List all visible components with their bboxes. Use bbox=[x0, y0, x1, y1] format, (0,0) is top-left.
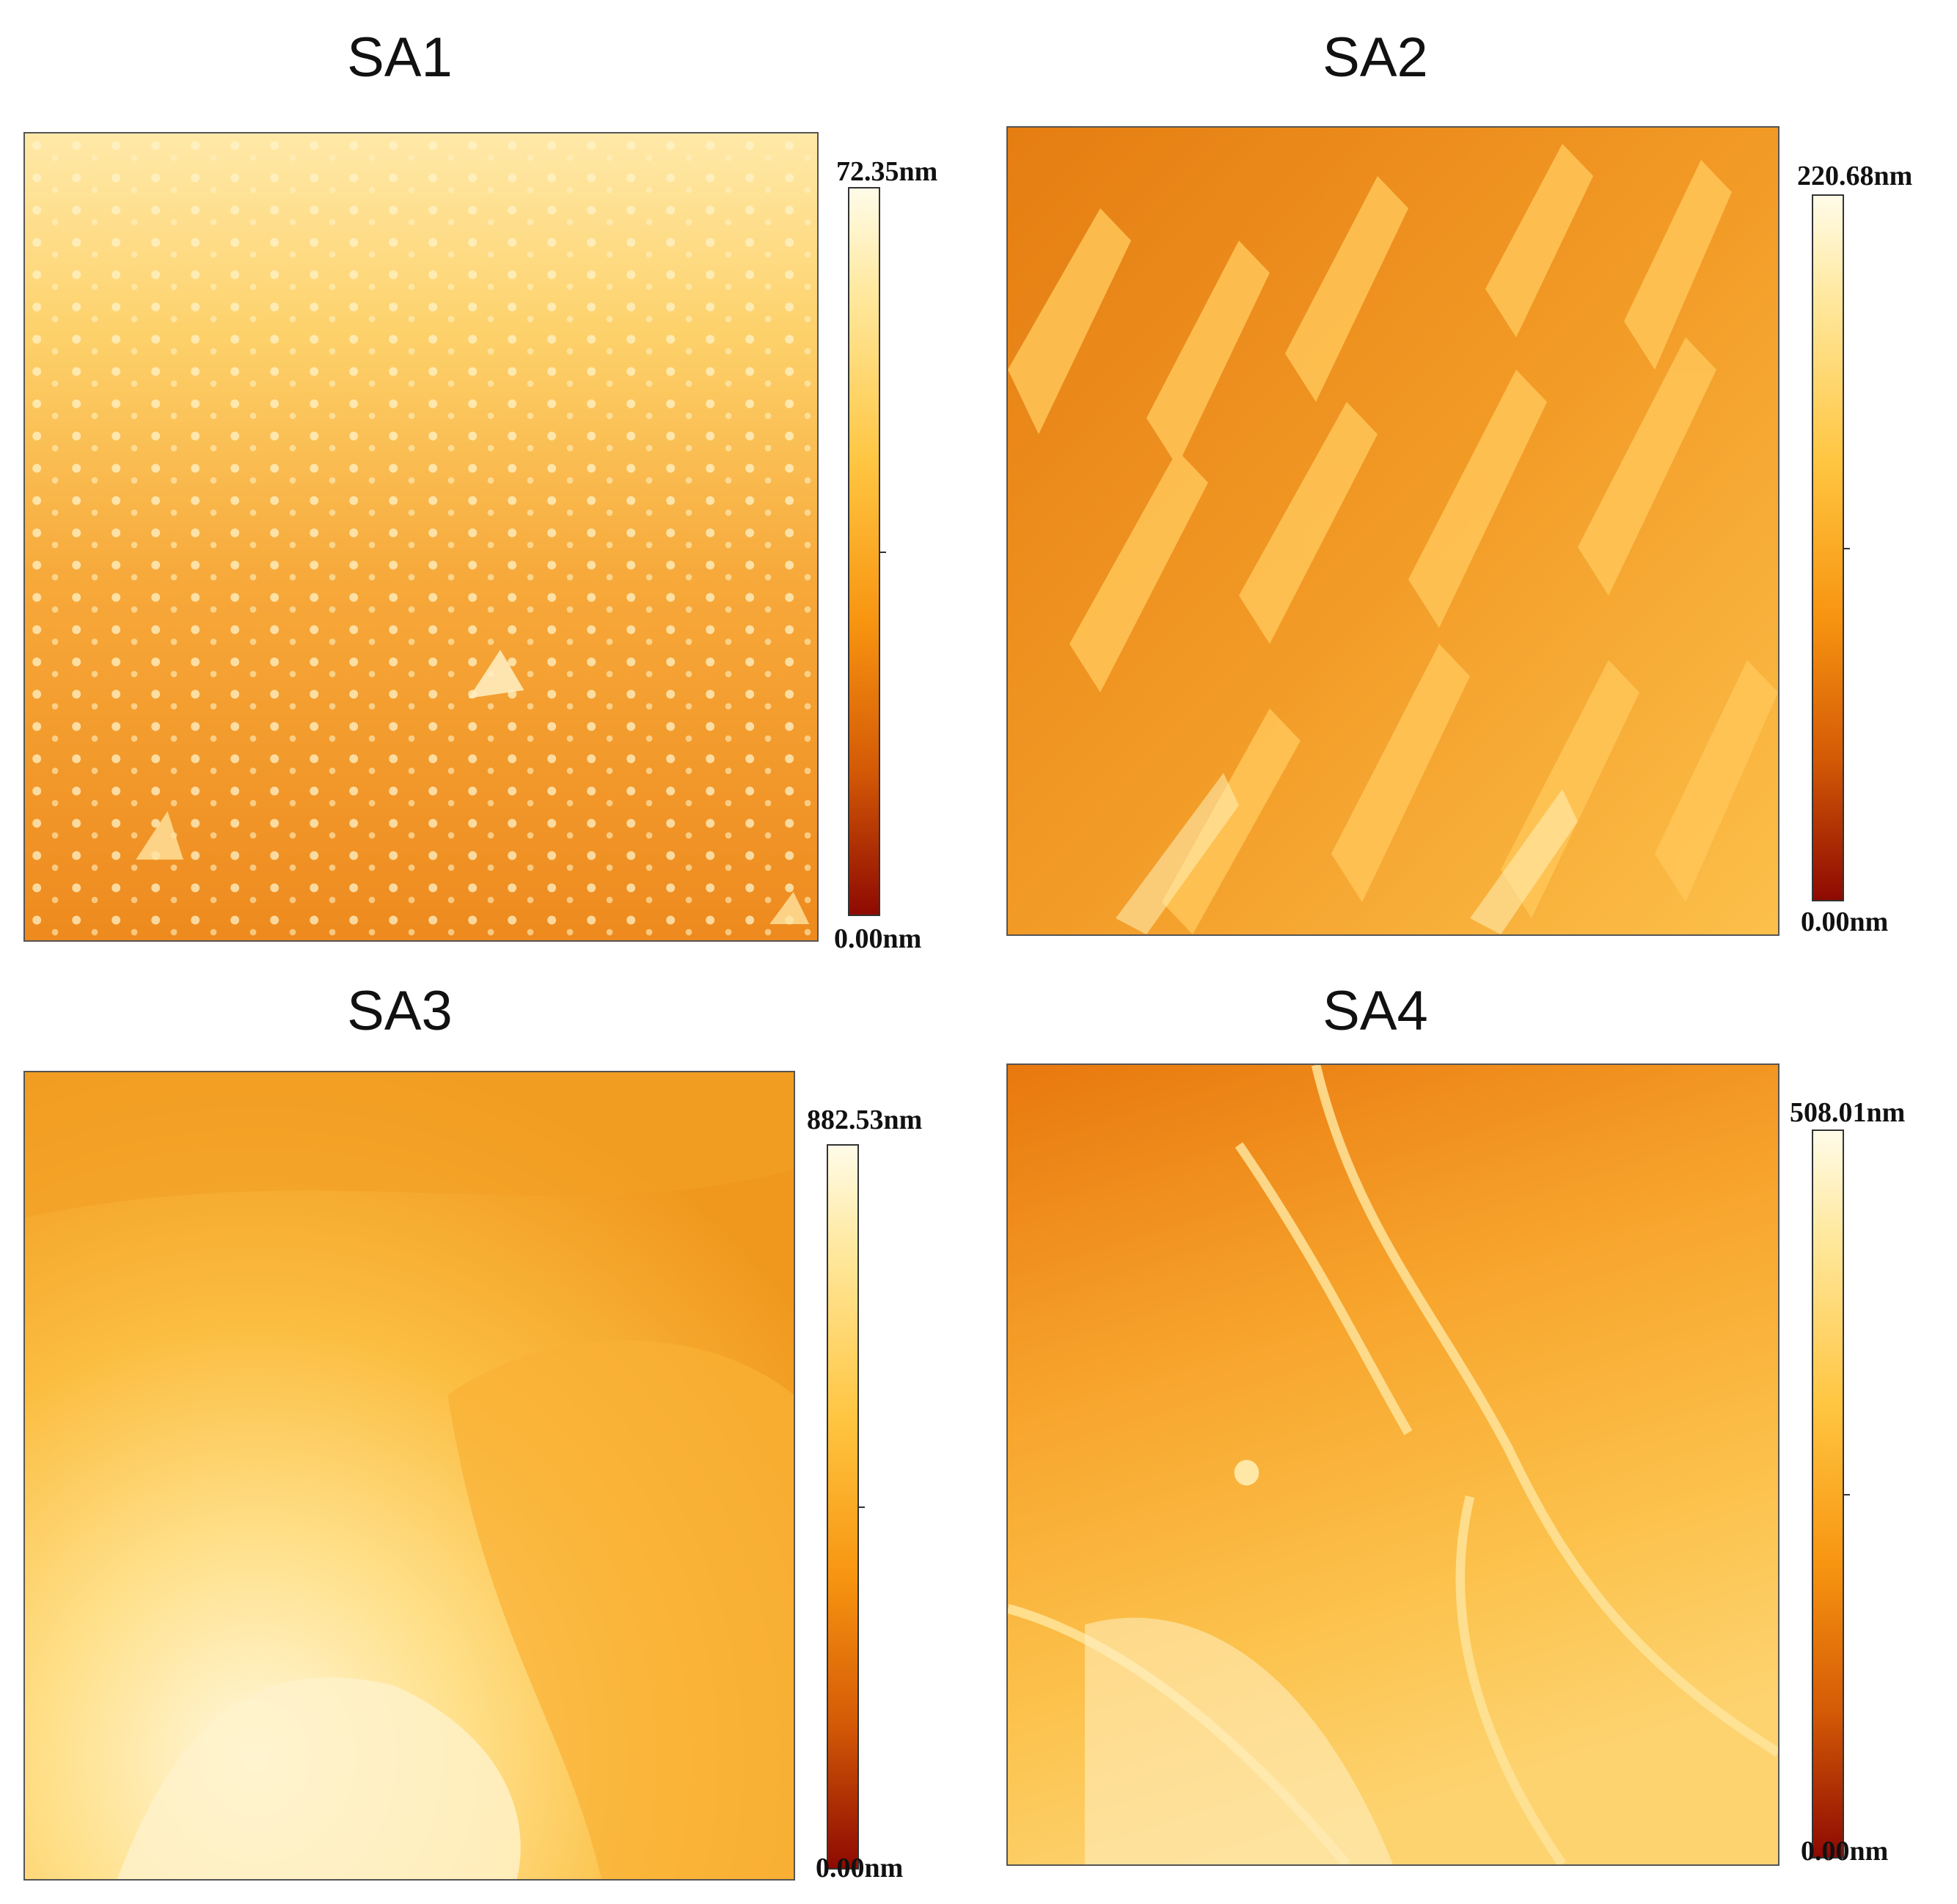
scale-min-label: 0.00nm bbox=[1801, 907, 1889, 937]
panel-title: SA1 bbox=[347, 26, 453, 89]
scale-min-label: 0.00nm bbox=[816, 1853, 904, 1883]
panel-title: SA2 bbox=[1323, 26, 1428, 89]
afm-image-sa4 bbox=[1006, 1063, 1779, 1866]
scale-max-label: 508.01nm bbox=[1790, 1097, 1906, 1128]
afm-image-sa1 bbox=[23, 132, 819, 942]
height-scale-bar bbox=[827, 1144, 865, 1870]
scale-max-label: 882.53nm bbox=[807, 1105, 923, 1135]
height-scale-bar bbox=[1812, 194, 1850, 901]
afm-image-sa2 bbox=[1006, 126, 1779, 936]
afm-image-sa3 bbox=[23, 1071, 795, 1881]
height-scale-bar bbox=[1812, 1129, 1850, 1859]
scale-min-label: 0.00nm bbox=[834, 923, 922, 954]
scale-max-label: 72.35nm bbox=[836, 156, 938, 187]
height-scale-bar bbox=[848, 187, 886, 916]
panel-title: SA4 bbox=[1323, 980, 1428, 1042]
scale-max-label: 220.68nm bbox=[1797, 161, 1913, 191]
scale-min-label: 0.00nm bbox=[1801, 1836, 1889, 1867]
panel-title: SA3 bbox=[347, 980, 453, 1042]
